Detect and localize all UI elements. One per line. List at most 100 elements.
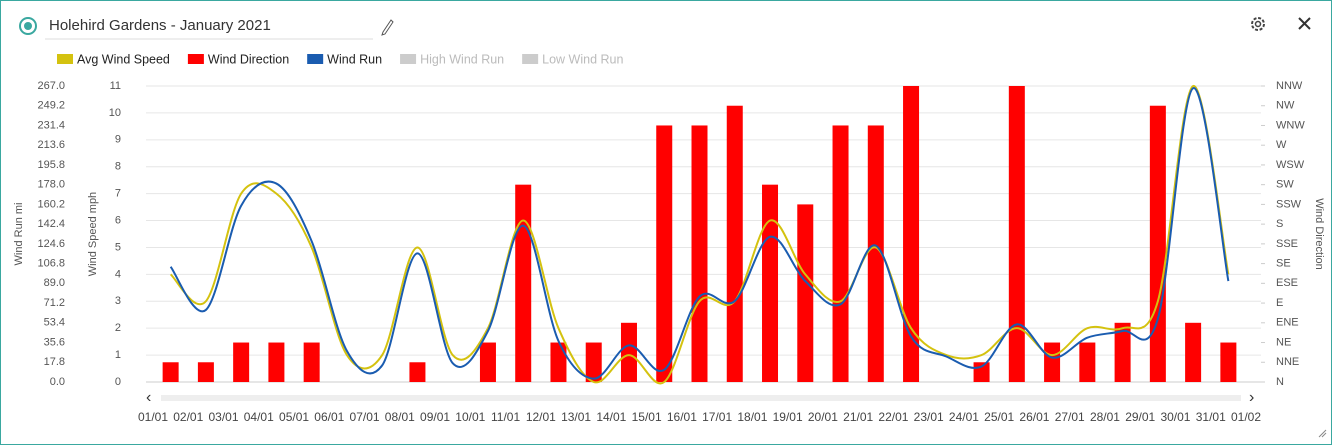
y3-tick-label: 17.8 [44, 356, 65, 368]
y-tick-label: 3 [115, 295, 121, 307]
bar [797, 204, 814, 382]
y3-tick-label: 178.0 [37, 179, 65, 191]
y3-tick-label: 195.8 [37, 159, 65, 171]
x-tick-label: 03/01 [209, 410, 239, 424]
y-tick-label: 11 [110, 80, 121, 92]
x-tick-label: 06/01 [314, 410, 344, 424]
x-tick-label: 19/01 [773, 410, 803, 424]
x-tick-label: 02/01 [173, 410, 203, 424]
bar [1185, 322, 1202, 382]
x-tick-label: 29/01 [1125, 410, 1155, 424]
x-tick-label: 08/01 [385, 410, 415, 424]
x-tick-label: 11/01 [491, 410, 520, 424]
bar [197, 362, 214, 382]
status-icon[interactable] [19, 17, 37, 35]
x-tick-label: 26/01 [1019, 410, 1049, 424]
legend-label: Low Wind Run [542, 52, 623, 66]
y-axis-title: Wind Speed mph [87, 192, 99, 276]
bar [550, 342, 567, 382]
y2-tick-label: SSW [1276, 198, 1302, 210]
bar [867, 125, 884, 382]
line-series [169, 84, 1230, 385]
resize-handle[interactable] [1318, 429, 1327, 438]
x-tick-label: 12/01 [526, 410, 556, 424]
bar [726, 105, 743, 382]
legend-swatch [400, 54, 417, 64]
x-tick-label: 21/01 [843, 410, 873, 424]
y-tick-label: 8 [115, 161, 121, 173]
y2-tick-label: NNE [1276, 356, 1299, 368]
y3-tick-label: 53.4 [44, 317, 65, 329]
x-tick-label: 30/01 [1160, 410, 1190, 424]
y-tick-label: 4 [115, 268, 121, 280]
y3-tick-label: 89.0 [44, 277, 65, 289]
y-tick-label: 10 [109, 107, 121, 119]
y2-tick-label: SSE [1276, 238, 1298, 250]
bar [1149, 105, 1166, 382]
legend-item[interactable]: Wind Run [307, 52, 382, 66]
bar [409, 362, 426, 382]
y2-tick-label: NE [1276, 336, 1291, 348]
y3-tick-label: 142.4 [37, 218, 65, 230]
bar [585, 342, 602, 382]
y-tick-label: 6 [115, 214, 121, 226]
legend-label: Wind Run [327, 52, 382, 66]
legend-label: High Wind Run [420, 52, 504, 66]
scroll-left[interactable]: ‹ [146, 389, 151, 406]
x-tick-label: 10/01 [455, 410, 485, 424]
bar [162, 362, 179, 382]
y2-tick-label: S [1276, 218, 1283, 230]
y2-tick-label: NW [1276, 100, 1295, 112]
y2-tick-label: SW [1276, 179, 1294, 191]
x-tick-label: 25/01 [984, 410, 1014, 424]
legend-label: Wind Direction [208, 52, 289, 66]
x-tick-label: 28/01 [1090, 410, 1120, 424]
y-tick-label: 0 [115, 376, 121, 388]
legend-swatch [307, 54, 324, 64]
legend-item[interactable]: Wind Direction [187, 52, 289, 66]
y3-tick-label: 106.8 [37, 258, 65, 270]
x-tick-label: 18/01 [737, 410, 767, 424]
bar [1220, 342, 1237, 382]
bar [691, 125, 708, 382]
bar [1008, 86, 1025, 382]
legend-item[interactable]: Low Wind Run [522, 52, 623, 66]
bar [1114, 322, 1131, 382]
y2-tick-label: ESE [1276, 277, 1298, 289]
edit-icon[interactable] [381, 19, 394, 36]
y-tick-label: 7 [115, 188, 121, 200]
legend-item[interactable]: Avg Wind Speed [57, 52, 170, 66]
y3-tick-label: 249.2 [37, 100, 65, 112]
bar [762, 184, 779, 382]
y-tick-label: 9 [115, 134, 121, 146]
chart-title[interactable]: Holehird Gardens - January 2021 [49, 17, 271, 34]
x-tick-label: 23/01 [914, 410, 944, 424]
legend-swatch [522, 54, 539, 64]
x-tick-label: 09/01 [420, 410, 450, 424]
y3-tick-label: 267.0 [37, 80, 65, 92]
settings-icon[interactable] [1251, 17, 1265, 31]
y3-axis-title: Wind Run mi [13, 203, 25, 266]
close-icon[interactable] [1298, 17, 1311, 30]
x-tick-label: 24/01 [949, 410, 979, 424]
y3-tick-label: 213.6 [37, 139, 65, 151]
bar [233, 342, 250, 382]
bar [515, 184, 532, 382]
y3-tick-label: 0.0 [50, 376, 65, 388]
y2-tick-label: N [1276, 376, 1284, 388]
x-tick-label: 17/01 [702, 410, 732, 424]
legend-item[interactable]: High Wind Run [400, 52, 504, 66]
y2-tick-label: WSW [1276, 159, 1305, 171]
x-tick-label: 31/01 [1196, 410, 1226, 424]
y2-tick-label: E [1276, 297, 1283, 309]
y2-tick-label: NNW [1276, 80, 1303, 92]
y2-axis-title: Wind Direction [1313, 198, 1325, 270]
bar [656, 125, 673, 382]
legend-label: Avg Wind Speed [77, 52, 170, 66]
x-tick-label: 13/01 [561, 410, 591, 424]
x-tick-label: 01/01 [138, 410, 168, 424]
bar [903, 86, 920, 382]
scroll-right[interactable]: › [1249, 389, 1254, 406]
